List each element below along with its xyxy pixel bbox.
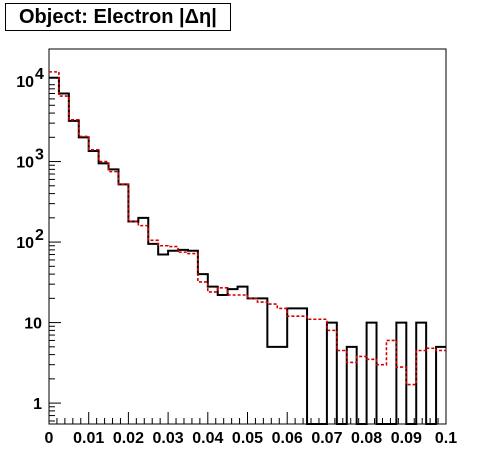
- x-tick-label: 0.04: [192, 430, 223, 447]
- x-tick-label: 0.05: [232, 430, 263, 447]
- series-solid: [49, 76, 446, 425]
- x-tick-label: 0.03: [153, 430, 184, 447]
- dashed-series-bin-10: [148, 240, 158, 424]
- dashed-series-bin-12: [168, 247, 178, 424]
- dashed-series-bin-33: [377, 365, 387, 424]
- dashed-series-bin-1: [59, 96, 69, 424]
- dashed-series-bin-8: [128, 222, 138, 424]
- y-tick-label: 10: [24, 316, 42, 333]
- dashed-series-bin-37: [416, 351, 426, 424]
- dashed-series-bin-14: [188, 254, 198, 424]
- dashed-series-bin-31: [357, 356, 367, 424]
- x-tick-label: 0.07: [311, 430, 342, 447]
- x-tick-label: 0.02: [113, 430, 144, 447]
- dashed-series-bin-38: [426, 348, 436, 424]
- y-tick-label: 10: [16, 235, 34, 252]
- dashed-series-bin-29: [337, 351, 347, 424]
- dashed-series-bin-0: [49, 72, 59, 424]
- series-dashed: [49, 71, 446, 424]
- chart-title: Object: Electron |Δη|: [5, 3, 231, 31]
- dashed-series-bin-32: [367, 359, 377, 424]
- dashed-series-bin-9: [138, 226, 148, 424]
- dashed-series-bin-34: [386, 340, 396, 424]
- dashed-series-bin-28: [327, 330, 337, 424]
- dashed-series-bin-27: [317, 319, 327, 424]
- dashed-series-bin-5: [99, 162, 109, 424]
- dashed-series-bin-2: [69, 120, 79, 424]
- dashed-series-bin-25: [297, 316, 307, 424]
- dashed-series-bin-13: [178, 252, 188, 424]
- y-tick-exponent: 4: [35, 66, 44, 83]
- dashed-series-bin-24: [287, 316, 297, 424]
- dashed-series-bin-23: [277, 308, 287, 424]
- solid-series-step-line: [49, 76, 446, 425]
- x-tick-label: 0.06: [272, 430, 303, 447]
- dashed-series-bin-22: [267, 304, 277, 424]
- x-tick-label: 0.01: [73, 430, 104, 447]
- dashed-series-step-line: [49, 71, 446, 386]
- x-tick-label: 0: [45, 430, 54, 447]
- dashed-series-bin-20: [248, 298, 258, 424]
- y-tick-label: 10: [16, 155, 34, 172]
- dashed-series-bin-35: [396, 367, 406, 424]
- dashed-series-bin-30: [347, 362, 357, 424]
- dashed-series-bin-21: [257, 302, 267, 424]
- y-tick-exponent: 3: [35, 147, 44, 164]
- dashed-series-bin-17: [218, 288, 228, 424]
- dashed-series-bin-15: [198, 282, 208, 424]
- dashed-series-bin-18: [228, 295, 238, 424]
- dashed-series-bin-39: [436, 351, 446, 424]
- axes: 0 0.01 0.02 0.03 0.04 0.05 0.06 0.07 0.08 0.09 0.1…: [16, 66, 457, 447]
- dashed-series-bin-19: [238, 295, 248, 424]
- x-tick-label: 0.08: [351, 430, 382, 447]
- y-tick-exponent: 2: [35, 227, 44, 244]
- dashed-series-bin-26: [307, 319, 317, 424]
- dashed-series-bin-7: [118, 184, 128, 424]
- dashed-series-bin-11: [158, 246, 168, 424]
- dashed-series-bin-4: [89, 150, 99, 424]
- y-tick-label: 10: [16, 74, 34, 91]
- dashed-series-bin-3: [79, 136, 89, 424]
- dashed-series-bin-6: [109, 172, 119, 424]
- y-tick-label: 1: [33, 396, 42, 413]
- x-tick-label: 0.09: [391, 430, 422, 447]
- x-tick-label: 0.1: [435, 430, 457, 447]
- dashed-series-bin-16: [208, 292, 218, 424]
